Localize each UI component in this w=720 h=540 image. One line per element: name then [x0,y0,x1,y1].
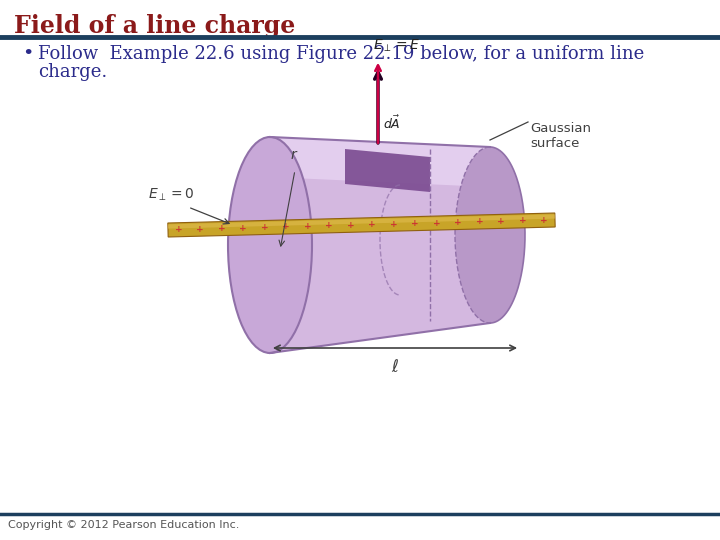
Text: +: + [261,223,269,232]
Text: Field of a line charge: Field of a line charge [14,14,295,38]
Text: Gaussian
surface: Gaussian surface [530,122,591,150]
Text: Copyright © 2012 Pearson Education Inc.: Copyright © 2012 Pearson Education Inc. [8,520,239,530]
Text: +: + [347,221,354,230]
Text: charge.: charge. [38,63,107,81]
Ellipse shape [228,137,312,353]
Text: $E_\perp = E$: $E_\perp = E$ [373,37,420,54]
Text: +: + [476,218,484,226]
Text: +: + [197,225,204,234]
Text: +: + [175,225,183,234]
Text: +: + [541,216,548,225]
Polygon shape [345,149,430,192]
Text: +: + [433,219,441,227]
Polygon shape [270,137,490,187]
Text: +: + [454,218,462,227]
Text: +: + [498,217,505,226]
Text: •: • [22,45,33,63]
Text: +: + [519,217,526,225]
Text: +: + [240,224,247,233]
Text: $\ell$: $\ell$ [391,358,399,376]
Text: +: + [304,222,312,231]
Text: +: + [218,224,225,233]
Text: +: + [411,219,419,228]
Text: +: + [282,222,290,232]
Text: $E_\perp = 0$: $E_\perp = 0$ [148,187,194,203]
Polygon shape [270,137,490,353]
Text: Follow  Example 22.6 using Figure 22.19 below, for a uniform line: Follow Example 22.6 using Figure 22.19 b… [38,45,644,63]
Text: $r$: $r$ [290,148,298,162]
Polygon shape [168,214,555,228]
Polygon shape [168,213,555,237]
Text: +: + [325,221,333,231]
Text: +: + [369,220,376,229]
Text: +: + [390,220,397,228]
Text: $d\vec{A}$: $d\vec{A}$ [383,115,400,132]
Ellipse shape [455,147,525,323]
